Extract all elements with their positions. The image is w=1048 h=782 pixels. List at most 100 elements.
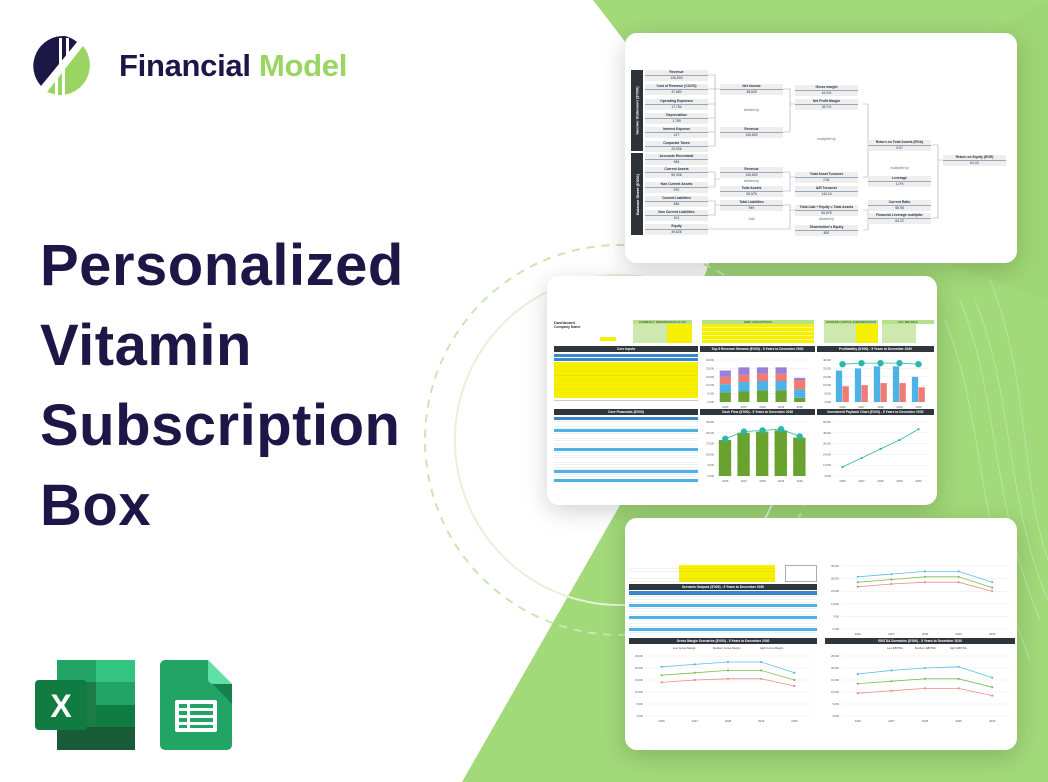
bar-segment xyxy=(738,391,750,402)
y-tick-label: 40,000 xyxy=(706,358,714,362)
x-tick-label: 2028 xyxy=(922,632,929,636)
section-header: Investment Payback Chart ($'000) - 5 Yea… xyxy=(817,409,934,415)
y-tick-label: 24,000 xyxy=(706,375,714,379)
note-divided-by: divided by xyxy=(743,108,760,112)
y-tick-label: 32,000 xyxy=(706,366,714,370)
bar xyxy=(911,376,919,402)
bar xyxy=(854,368,862,402)
x-tick-label: 2027 xyxy=(858,405,865,409)
y-tick-label: 0,000 xyxy=(708,474,715,478)
node-net-profit-margin: Net Profit Margin 35.7% xyxy=(795,99,858,110)
x-tick-label: 2029 xyxy=(955,632,962,636)
x-tick-label: 2027 xyxy=(888,719,895,723)
node-cogs: Cost of Revenue (COGS) 47,680 xyxy=(645,84,708,95)
data-point xyxy=(877,359,884,367)
y-tick-label: 32,000 xyxy=(823,366,831,370)
dupont-analysis-screenshot: Income Statement ($'000) Balance Sheet (… xyxy=(625,33,1017,263)
data-point xyxy=(923,570,927,573)
y-tick-label: 5,000 xyxy=(637,702,644,706)
x-tick-label: 2026 xyxy=(855,719,862,723)
headline: Personalized Vitamin Subscription Box xyxy=(40,226,404,546)
data-point xyxy=(660,665,663,668)
node-non-current-liabilities: Non Current Liabilities 101 xyxy=(645,210,708,221)
y-tick-label: 20,000 xyxy=(831,666,839,670)
x-tick-label: 2026 xyxy=(722,479,729,483)
brand-logo: Financial Model xyxy=(33,34,347,98)
note-add: Add xyxy=(748,217,755,221)
gross-margin-scenarios-chart: 25,000 20,000 15,000 10,000 5,000 0,000 2026 20… xyxy=(635,654,811,723)
data-point xyxy=(839,361,846,368)
node-financial-leverage-multiplier: Financial Leverage multiplier 63.22 xyxy=(868,213,931,224)
section-header: Cash Flow ($'000) - 5 Years to December … xyxy=(700,409,815,415)
node-current-liabilities: Current Liabilities 848 xyxy=(645,196,708,207)
y-tick-label: 36,000 xyxy=(823,442,831,446)
y-tick-label: 24,000 xyxy=(823,375,831,379)
y-tick-label: 0,000 xyxy=(708,400,715,404)
y-tick-label: 16,000 xyxy=(706,383,714,387)
x-tick-label: 2026 xyxy=(839,405,846,409)
node-gross-margin: Gross margin 61.0% xyxy=(795,85,858,96)
node-revenue-3: Revenue 126,800 xyxy=(720,167,783,178)
x-tick-label: 2030 xyxy=(791,719,798,723)
data-point xyxy=(760,660,763,664)
data-point xyxy=(793,678,796,682)
bar-segment xyxy=(719,376,731,385)
ebitda-scenarios-chart: 25,000 20,000 15,000 10,000 5,000 0,000 2026 20… xyxy=(831,654,1009,723)
scenario-outputs-table xyxy=(629,591,817,635)
bar-segment xyxy=(756,381,769,391)
balance-sheet-label: Balance Sheet ($'000) xyxy=(631,153,643,235)
data-point xyxy=(856,575,859,578)
x-tick-label: 2030 xyxy=(989,632,996,636)
x-tick-label: 2029 xyxy=(778,479,785,483)
bar-segment xyxy=(775,381,787,391)
bar xyxy=(918,387,925,402)
data-point xyxy=(991,686,994,689)
data-point xyxy=(856,581,859,584)
data-point xyxy=(693,678,696,682)
bar xyxy=(835,370,843,402)
data-point xyxy=(890,669,893,672)
data-point xyxy=(722,435,729,442)
note-multiplied-by: multiplied by xyxy=(890,166,909,170)
x-tick-label: 2026 xyxy=(839,479,846,483)
bar-segment xyxy=(794,389,806,398)
data-point xyxy=(923,677,927,680)
y-tick-label: 0,000 xyxy=(833,714,840,718)
y-tick-label: 10,000 xyxy=(831,690,839,694)
data-point xyxy=(856,682,859,685)
x-tick-label: 2026 xyxy=(658,719,665,723)
y-tick-label: 7,000 xyxy=(833,614,840,618)
node-equity: Equity 49,628 xyxy=(645,224,708,235)
brand-name: Financial Model xyxy=(119,48,348,83)
legend-medium-gm: Medium Gross Margin xyxy=(713,646,741,650)
data-point xyxy=(777,426,785,433)
profitability-chart: 40,000 32,000 24,000 16,000 8,000 0,000 2026 20… xyxy=(823,358,928,409)
node-revenue: Revenue 126,800 xyxy=(645,70,708,81)
data-point xyxy=(760,669,763,672)
y-tick-label: 40,000 xyxy=(823,358,831,362)
y-tick-label: 36,000 xyxy=(706,431,714,435)
bar-segment xyxy=(738,367,750,375)
scenario-selector xyxy=(600,337,616,341)
node-non-current-assets: Non Current Assets 570 xyxy=(645,182,708,193)
y-tick-label: 9,000 xyxy=(708,463,715,467)
node-leverage: Leverage 1.0% xyxy=(868,176,931,187)
core-financials-table xyxy=(554,417,698,483)
data-point xyxy=(890,689,893,692)
section-header: Gross Margin Scenarios ($'000) - 5 Years… xyxy=(629,638,817,644)
logo-mark-icon xyxy=(33,35,90,98)
headline-line: Vitamin xyxy=(40,313,252,378)
legend-high-ebitda: High EBITDA xyxy=(950,646,967,650)
note-multiplied-by: multiplied by xyxy=(817,137,836,141)
y-tick-label: 28,000 xyxy=(831,577,839,581)
headline-line: Personalized xyxy=(40,233,404,298)
data-point xyxy=(957,677,960,680)
data-point xyxy=(890,573,893,576)
y-tick-label: 24,000 xyxy=(823,452,831,456)
node-ar-turnover: A/R Turnover 144.24 xyxy=(795,186,858,197)
bar-segment xyxy=(738,374,750,383)
legend-medium-ebitda: Medium EBITDA xyxy=(915,646,936,650)
data-point xyxy=(760,677,763,680)
y-tick-label: 8,000 xyxy=(825,392,832,396)
